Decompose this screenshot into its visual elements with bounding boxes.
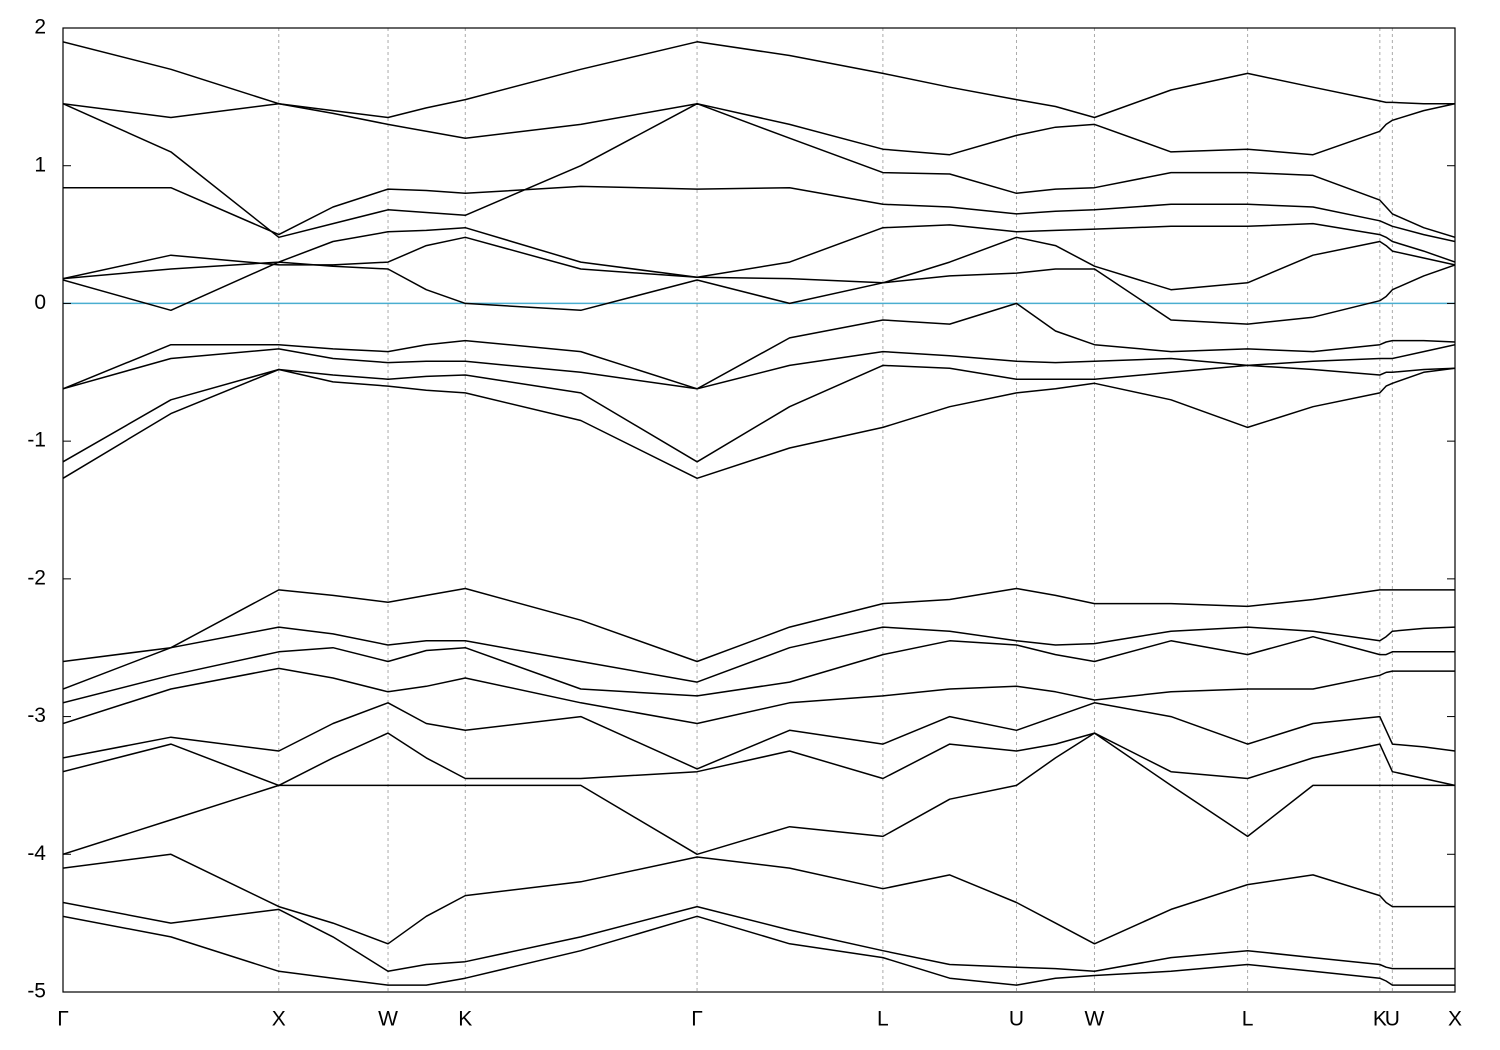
x-tick-label: K	[458, 1008, 472, 1031]
x-tick-label: X	[272, 1008, 286, 1031]
band-line	[63, 587, 1455, 663]
y-tick-label: -5	[27, 980, 46, 1003]
band-line	[63, 302, 1455, 390]
x-tick-label: K	[1373, 1008, 1387, 1031]
y-tick-label: 0	[34, 291, 46, 314]
band-line	[63, 222, 1455, 280]
x-tick-label: U	[1385, 1008, 1400, 1031]
y-tick-label: -3	[27, 704, 46, 727]
band-line	[63, 732, 1455, 856]
plot-frame	[62, 27, 1456, 993]
y-tick-label: -2	[27, 566, 46, 589]
band-line	[63, 236, 1455, 291]
band-line	[63, 367, 1455, 480]
x-tick-label: W	[1085, 1008, 1105, 1031]
x-tick-label: Γ	[57, 1008, 69, 1031]
band-line	[63, 853, 1455, 945]
x-tick-label: Γ	[691, 1008, 703, 1031]
y-tick-label: 1	[34, 153, 46, 176]
x-tick-label: L	[877, 1008, 889, 1031]
band-line	[63, 41, 1455, 119]
bands	[63, 41, 1455, 986]
band-line	[63, 901, 1455, 973]
x-tick-label: X	[1448, 1008, 1462, 1031]
band-line	[63, 626, 1455, 690]
band-line	[63, 185, 1455, 243]
band-line	[63, 102, 1455, 156]
band-line	[63, 702, 1455, 770]
y-tick-label: -4	[27, 842, 46, 865]
band-line	[63, 732, 1455, 787]
x-tick-label: W	[378, 1008, 398, 1031]
x-tick-label: U	[1009, 1008, 1024, 1031]
x-tick-label: L	[1242, 1008, 1254, 1031]
band-line	[63, 915, 1455, 986]
y-tick-label: -1	[27, 429, 46, 452]
band-line	[63, 343, 1455, 390]
y-tick-label: 2	[34, 16, 46, 39]
band-line	[63, 102, 1455, 239]
band-line	[63, 635, 1455, 704]
band-line	[63, 364, 1455, 463]
band-line	[63, 667, 1455, 725]
band-line	[63, 261, 1455, 325]
